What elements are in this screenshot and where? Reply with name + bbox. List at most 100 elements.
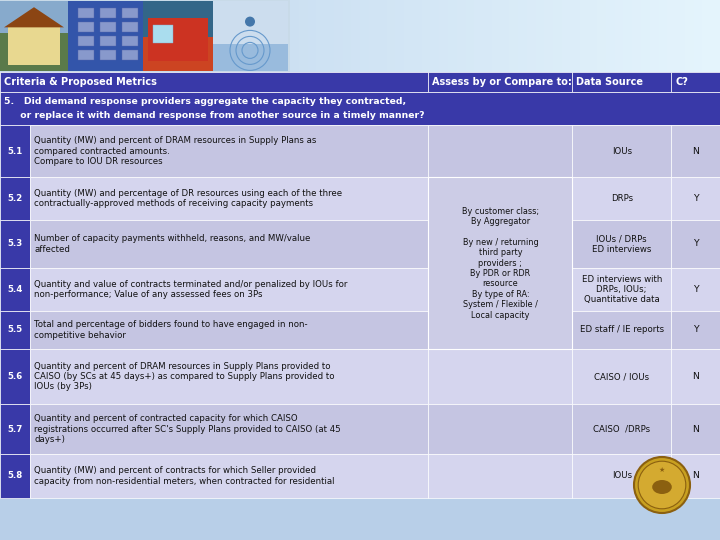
Bar bbox=[378, 0, 387, 72]
Bar bbox=[387, 0, 396, 72]
Text: Y: Y bbox=[693, 240, 698, 248]
Text: Quantity (MW) and percent of DRAM resources in Supply Plans as
compared contract: Quantity (MW) and percent of DRAM resour… bbox=[35, 136, 317, 166]
Bar bbox=[693, 0, 703, 72]
Bar bbox=[671, 268, 720, 311]
Bar bbox=[671, 72, 720, 92]
Bar bbox=[572, 125, 671, 177]
Bar bbox=[606, 0, 616, 72]
Bar bbox=[448, 0, 458, 72]
Circle shape bbox=[634, 457, 690, 513]
Text: 5.8: 5.8 bbox=[7, 471, 23, 481]
Text: 5.7: 5.7 bbox=[7, 424, 23, 434]
Bar bbox=[572, 404, 671, 454]
Bar bbox=[439, 0, 449, 72]
Bar bbox=[428, 349, 572, 404]
Bar bbox=[649, 0, 660, 72]
Bar bbox=[518, 0, 528, 72]
Bar bbox=[143, 1, 213, 71]
Bar bbox=[624, 0, 634, 72]
Text: IOUs: IOUs bbox=[612, 146, 631, 156]
Bar bbox=[509, 0, 519, 72]
Text: CAISO  /DRPs: CAISO /DRPs bbox=[593, 424, 650, 434]
Bar bbox=[307, 0, 318, 72]
Bar bbox=[290, 0, 300, 72]
Bar bbox=[30, 311, 428, 349]
Bar bbox=[428, 125, 572, 177]
Bar bbox=[466, 0, 475, 72]
Bar bbox=[572, 349, 671, 404]
Bar bbox=[404, 0, 414, 72]
Bar bbox=[456, 0, 467, 72]
Text: N: N bbox=[692, 372, 699, 381]
Bar bbox=[100, 22, 116, 32]
Text: 5.3: 5.3 bbox=[7, 240, 23, 248]
Text: or replace it with demand response from another source in a timely manner?: or replace it with demand response from … bbox=[4, 111, 425, 120]
Bar bbox=[428, 268, 572, 311]
Bar bbox=[572, 268, 671, 311]
Bar bbox=[641, 0, 651, 72]
Text: Y: Y bbox=[693, 326, 698, 334]
Bar bbox=[671, 177, 720, 220]
Bar bbox=[527, 0, 536, 72]
Text: N: N bbox=[692, 146, 699, 156]
Text: 5.1: 5.1 bbox=[7, 146, 23, 156]
Bar bbox=[428, 72, 572, 92]
Bar bbox=[213, 1, 288, 44]
Bar bbox=[122, 8, 138, 18]
Bar bbox=[30, 220, 428, 268]
Bar bbox=[428, 311, 572, 349]
Bar bbox=[428, 404, 572, 454]
Bar bbox=[343, 0, 352, 72]
Bar bbox=[30, 125, 428, 177]
Polygon shape bbox=[4, 7, 64, 28]
Bar bbox=[334, 0, 343, 72]
Bar bbox=[428, 220, 572, 268]
Text: Quantity (MW) and percent of contracts for which Seller provided
capacity from n: Quantity (MW) and percent of contracts f… bbox=[35, 467, 335, 485]
Bar bbox=[360, 0, 370, 72]
Bar bbox=[395, 0, 405, 72]
Bar bbox=[369, 0, 379, 72]
Bar bbox=[703, 0, 712, 72]
Bar bbox=[148, 18, 208, 61]
Bar bbox=[100, 50, 116, 60]
Bar bbox=[78, 36, 94, 46]
Bar bbox=[143, 1, 213, 37]
Bar bbox=[30, 177, 428, 220]
Bar bbox=[671, 125, 720, 177]
Text: Assess by or Compare to:: Assess by or Compare to: bbox=[433, 77, 572, 87]
Text: N: N bbox=[692, 424, 699, 434]
Bar bbox=[597, 0, 607, 72]
Bar bbox=[0, 92, 720, 125]
Bar bbox=[572, 220, 671, 268]
Bar bbox=[8, 25, 60, 65]
Bar bbox=[122, 22, 138, 32]
Text: IOUs / DRPs
ED interviews: IOUs / DRPs ED interviews bbox=[592, 234, 652, 254]
Bar bbox=[122, 36, 138, 46]
Text: ★: ★ bbox=[659, 467, 665, 472]
Bar bbox=[30, 454, 428, 498]
Bar bbox=[0, 72, 720, 92]
Bar bbox=[153, 25, 173, 43]
Text: ED staff / IE reports: ED staff / IE reports bbox=[580, 326, 664, 334]
Bar bbox=[536, 0, 546, 72]
Text: N: N bbox=[692, 471, 699, 481]
Text: Quantity and percent of DRAM resources in Supply Plans provided to
CAISO (by SCs: Quantity and percent of DRAM resources i… bbox=[35, 362, 335, 392]
Bar bbox=[413, 0, 423, 72]
Bar bbox=[30, 404, 428, 454]
Text: 5.2: 5.2 bbox=[7, 194, 23, 203]
Text: CAISO / IOUs: CAISO / IOUs bbox=[594, 372, 649, 381]
Text: Quantity (MW) and percentage of DR resources using each of the three
contractual: Quantity (MW) and percentage of DR resou… bbox=[35, 189, 343, 208]
Bar bbox=[671, 220, 720, 268]
Bar bbox=[428, 177, 572, 220]
Text: Quantity and percent of contracted capacity for which CAISO
registrations occurr: Quantity and percent of contracted capac… bbox=[35, 414, 341, 444]
Bar bbox=[0, 177, 30, 220]
Bar bbox=[659, 0, 668, 72]
Bar bbox=[562, 0, 572, 72]
Text: C?: C? bbox=[675, 77, 688, 87]
Bar bbox=[572, 177, 671, 220]
Bar bbox=[213, 1, 288, 71]
Bar bbox=[483, 0, 492, 72]
Bar bbox=[474, 0, 484, 72]
Bar bbox=[78, 8, 94, 18]
Bar bbox=[30, 349, 428, 404]
